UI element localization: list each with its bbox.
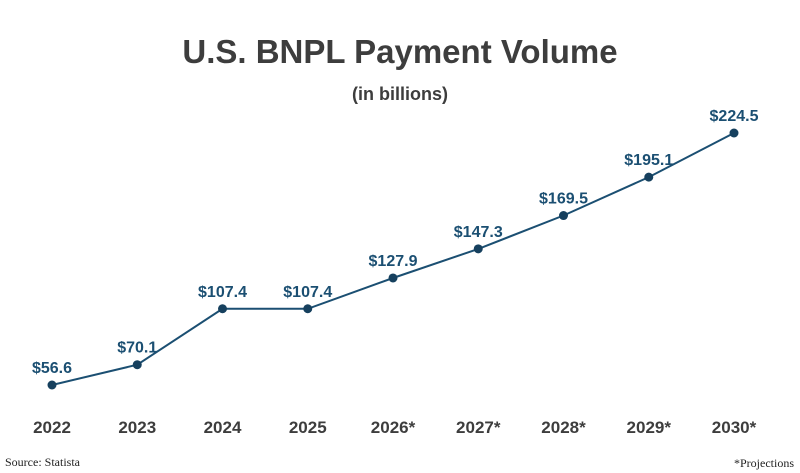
x-tick-label: 2028* [541, 418, 586, 437]
data-label: $56.6 [32, 360, 72, 377]
data-point [132, 360, 142, 370]
data-point [218, 304, 227, 314]
x-tick-label: 2026* [371, 418, 416, 437]
data-point [47, 380, 57, 390]
data-label: $169.5 [539, 191, 588, 208]
data-label: $147.3 [454, 224, 503, 241]
data-label: $224.5 [710, 108, 759, 125]
data-point [559, 211, 568, 221]
data-label: $70.1 [117, 340, 157, 357]
x-tick-label: 2027* [456, 418, 501, 437]
data-label: $195.1 [624, 152, 673, 169]
projections-note: *Projections [734, 456, 794, 470]
x-tick-label: 2029* [627, 418, 672, 437]
chart-subtitle: (in billions) [352, 84, 448, 104]
chart-title: U.S. BNPL Payment Volume [182, 33, 618, 70]
data-label: $107.4 [283, 284, 332, 301]
data-point [303, 304, 313, 314]
x-tick-label: 2025 [289, 418, 327, 437]
data-label: $127.9 [369, 253, 418, 270]
x-tick-label: 2023 [118, 418, 156, 437]
x-tick-label: 2030* [712, 418, 757, 437]
source-note: Source: Statista [5, 455, 80, 469]
data-label: $107.4 [198, 284, 247, 301]
data-point [729, 128, 739, 138]
x-tick-label: 2024 [204, 418, 242, 437]
data-point [388, 273, 398, 283]
x-tick-label: 2022 [33, 418, 71, 437]
data-point [644, 172, 654, 182]
data-point [473, 244, 483, 254]
